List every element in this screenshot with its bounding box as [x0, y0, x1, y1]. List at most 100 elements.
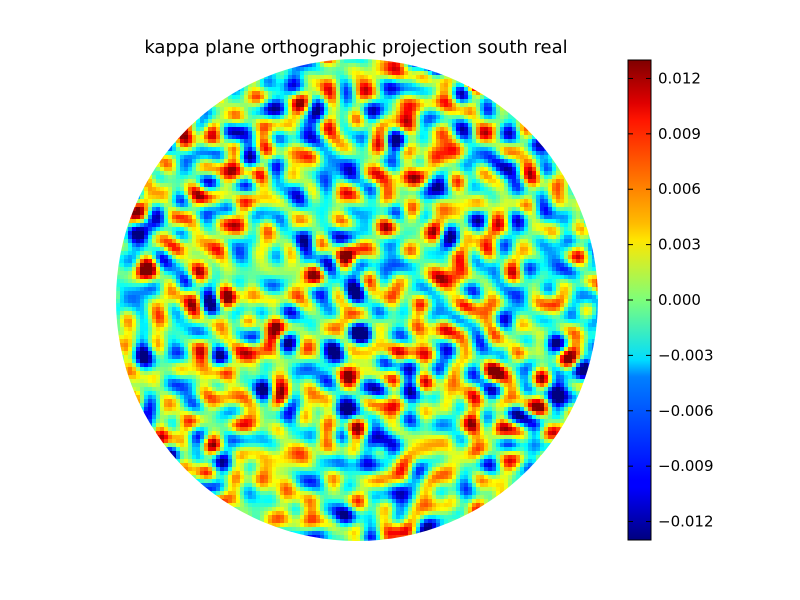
heatmap-cell — [372, 83, 376, 87]
heatmap-cell — [536, 211, 540, 215]
heatmap-cell — [368, 247, 372, 251]
heatmap-cell — [484, 159, 488, 163]
heatmap-cell — [236, 215, 240, 219]
heatmap-cell — [524, 135, 528, 139]
heatmap-cell — [368, 123, 372, 127]
heatmap-cell — [568, 263, 572, 267]
heatmap-cell — [332, 75, 336, 79]
heatmap-cell — [348, 147, 352, 151]
heatmap-cell — [468, 211, 472, 215]
heatmap-cell — [216, 235, 220, 239]
heatmap-cell — [192, 183, 196, 187]
heatmap-cell — [144, 255, 148, 259]
heatmap-cell — [336, 203, 340, 207]
heatmap-cell — [368, 183, 372, 187]
heatmap-cell — [344, 75, 348, 79]
heatmap-cell — [336, 107, 340, 111]
heatmap-cell — [204, 211, 208, 215]
heatmap-cell — [456, 79, 460, 83]
heatmap-cell — [200, 195, 204, 199]
heatmap-cell — [200, 175, 204, 179]
heatmap-cell — [324, 99, 328, 103]
heatmap-cell — [404, 255, 408, 259]
heatmap-cell — [272, 131, 276, 135]
heatmap-cell — [564, 259, 568, 263]
heatmap-cell — [160, 163, 164, 167]
heatmap-cell — [372, 107, 376, 111]
heatmap-cell — [268, 115, 272, 119]
heatmap-cell — [428, 99, 432, 103]
heatmap-cell — [476, 119, 480, 123]
heatmap-cell — [432, 75, 436, 79]
heatmap-cell — [340, 263, 344, 267]
heatmap-cell — [184, 183, 188, 187]
heatmap-cell — [420, 259, 424, 263]
heatmap-cell — [500, 123, 504, 127]
heatmap-cell — [260, 231, 264, 235]
heatmap-cell — [332, 219, 336, 223]
heatmap-cell — [268, 255, 272, 259]
heatmap-cell — [384, 211, 388, 215]
heatmap-cell — [404, 243, 408, 247]
heatmap-cell — [560, 183, 564, 187]
heatmap-cell — [340, 199, 344, 203]
heatmap-cell — [580, 215, 584, 219]
heatmap-cell — [392, 187, 396, 191]
heatmap-cell — [328, 263, 332, 267]
heatmap-cell — [308, 179, 312, 183]
heatmap-cell — [168, 167, 172, 171]
heatmap-cell — [152, 203, 156, 207]
heatmap-cell — [404, 79, 408, 83]
heatmap-cell — [476, 111, 480, 115]
heatmap-cell — [216, 171, 220, 175]
heatmap-cell — [480, 187, 484, 191]
heatmap-cell — [236, 199, 240, 203]
heatmap-cell — [296, 203, 300, 207]
heatmap-cell — [396, 159, 400, 163]
heatmap-cell — [248, 231, 252, 235]
heatmap-cell — [428, 87, 432, 91]
heatmap-cell — [152, 223, 156, 227]
heatmap-cell — [300, 63, 304, 67]
heatmap-cell — [484, 231, 488, 235]
heatmap-cell — [436, 163, 440, 167]
heatmap-cell — [316, 103, 320, 107]
heatmap-cell — [452, 163, 456, 167]
heatmap-cell — [380, 127, 384, 131]
heatmap-cell — [140, 255, 144, 259]
heatmap-cell — [496, 183, 500, 187]
heatmap-cell — [420, 71, 424, 75]
heatmap-cell — [540, 211, 544, 215]
heatmap-cell — [248, 167, 252, 171]
heatmap-cell — [308, 103, 312, 107]
heatmap-cell — [320, 99, 324, 103]
heatmap-cell — [324, 259, 328, 263]
heatmap-cell — [344, 235, 348, 239]
heatmap-cell — [228, 95, 232, 99]
heatmap-cell — [524, 127, 528, 131]
heatmap-cell — [456, 103, 460, 107]
heatmap-cell — [148, 179, 152, 183]
heatmap-cell — [344, 131, 348, 135]
heatmap-cell — [524, 219, 528, 223]
heatmap-cell — [560, 259, 564, 263]
heatmap-cell — [504, 195, 508, 199]
heatmap-cell — [392, 123, 396, 127]
heatmap-cell — [184, 195, 188, 199]
heatmap-cell — [436, 143, 440, 147]
heatmap-cell — [400, 87, 404, 91]
heatmap-cell — [460, 251, 464, 255]
heatmap-cell — [180, 131, 184, 135]
heatmap-cell — [380, 83, 384, 87]
heatmap-cell — [212, 139, 216, 143]
heatmap-cell — [460, 207, 464, 211]
heatmap-cell — [256, 219, 260, 223]
heatmap-cell — [260, 167, 264, 171]
heatmap-cell — [356, 263, 360, 267]
heatmap-cell — [556, 227, 560, 231]
heatmap-cell — [288, 231, 292, 235]
heatmap-cell — [276, 171, 280, 175]
heatmap-cell — [484, 239, 488, 243]
heatmap-cell — [536, 143, 540, 147]
heatmap-cell — [548, 211, 552, 215]
